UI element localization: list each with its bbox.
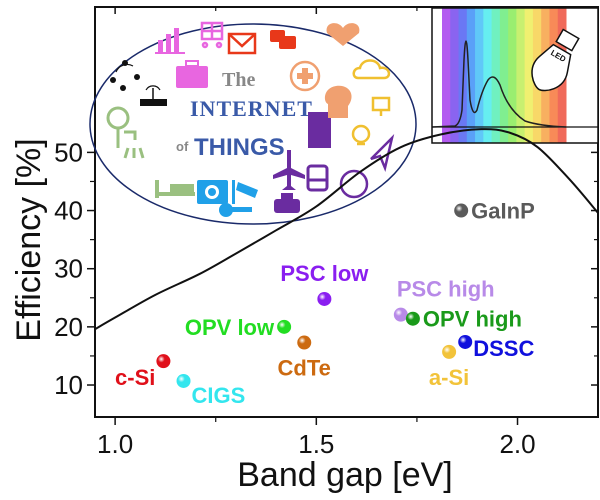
camera-icon bbox=[197, 180, 228, 204]
data-point-psc-high bbox=[393, 307, 408, 322]
x-tick-label: 1.0 bbox=[97, 429, 133, 459]
spectrum-band bbox=[466, 8, 476, 143]
network-icon bbox=[110, 60, 140, 91]
spectrum-band bbox=[450, 8, 460, 143]
x-tick-label: 1.5 bbox=[298, 429, 334, 459]
heart-icon bbox=[326, 23, 360, 46]
data-point-gainp bbox=[454, 203, 469, 218]
y-axis-title: Efficiency [%] bbox=[10, 138, 48, 341]
y-tick-label: 50 bbox=[54, 137, 83, 167]
y-tick-label: 10 bbox=[54, 370, 83, 400]
iot-of-label: of bbox=[176, 139, 189, 154]
data-label-dssc: DSSC bbox=[473, 336, 534, 361]
y-tick-label: 20 bbox=[54, 312, 83, 342]
security-camera-icon bbox=[232, 180, 258, 204]
spectrum-band bbox=[442, 8, 451, 143]
train-icon bbox=[306, 164, 329, 192]
data-label-gainp: GaInP bbox=[471, 199, 535, 224]
x-tick-label: 2.0 bbox=[499, 429, 535, 459]
data-point-c-si bbox=[156, 354, 171, 369]
data-label-a-si: a-Si bbox=[429, 365, 469, 390]
mail-icon bbox=[227, 32, 257, 55]
spectrum-band bbox=[499, 8, 509, 143]
led-bulb-icon: LED bbox=[531, 28, 580, 92]
data-label-cigs: CIGS bbox=[192, 383, 246, 408]
data-label-c-si: c-Si bbox=[115, 365, 155, 390]
iot-the-label: The bbox=[222, 69, 255, 91]
y-tick-label: 30 bbox=[54, 254, 83, 284]
data-label-opv-high: OPV high bbox=[423, 307, 522, 332]
iot-internet-label: INTERNET bbox=[190, 96, 313, 121]
airplane-icon bbox=[273, 150, 305, 190]
data-label-psc-high: PSC high bbox=[397, 277, 495, 302]
inset-frame bbox=[431, 7, 599, 144]
briefcase-icon bbox=[176, 60, 208, 88]
spectrum-band bbox=[524, 8, 534, 143]
bar-chart-icon bbox=[155, 28, 185, 54]
data-point-a-si bbox=[442, 344, 457, 359]
spectrum-band bbox=[483, 8, 493, 143]
led-spectrum-inset: LED bbox=[431, 7, 599, 144]
spectrum-band bbox=[491, 8, 501, 143]
x-axis-title: Band gap [eV] bbox=[237, 456, 453, 494]
y-tick-label: 40 bbox=[54, 196, 83, 226]
building-icon bbox=[308, 112, 331, 148]
medical-plus-icon bbox=[289, 60, 321, 92]
brain-head-icon bbox=[324, 85, 352, 118]
data-point-opv-high bbox=[405, 311, 420, 326]
iot-things-label: THINGS bbox=[194, 134, 285, 161]
shopping-cart-icon bbox=[200, 21, 224, 49]
data-point-psc-low bbox=[317, 291, 332, 306]
data-point-opv-low bbox=[277, 319, 292, 334]
car-icon bbox=[274, 193, 300, 213]
iot-illustration: The INTERNET of THINGS bbox=[89, 21, 417, 225]
spectrum-band bbox=[475, 8, 484, 143]
data-point-cdte bbox=[297, 335, 312, 350]
y-axis: 10 20 30 40 50 bbox=[54, 137, 598, 400]
bed-icon bbox=[155, 180, 195, 198]
data-point-dssc bbox=[458, 334, 473, 349]
lightbulb-idea-icon bbox=[351, 124, 371, 146]
spectrum-band bbox=[516, 8, 526, 143]
router-icon bbox=[140, 85, 167, 106]
led-emission-spectrum bbox=[431, 40, 567, 128]
spectrum-band bbox=[508, 8, 517, 143]
globe-icon bbox=[339, 169, 369, 199]
data-label-psc-low: PSC low bbox=[280, 261, 369, 286]
iot-ellipse bbox=[89, 23, 417, 225]
key-icon bbox=[219, 203, 252, 217]
navigation-arrow-icon bbox=[370, 134, 395, 173]
computer-icon bbox=[371, 96, 391, 116]
data-label-cdte: CdTe bbox=[278, 356, 331, 381]
cloud-icon bbox=[352, 59, 391, 80]
shower-icon bbox=[106, 106, 145, 159]
data-point-cigs bbox=[176, 373, 191, 388]
chat-icon bbox=[270, 30, 296, 49]
efficiency-limit-curve bbox=[95, 128, 598, 331]
data-label-opv-low: OPV low bbox=[185, 315, 275, 340]
